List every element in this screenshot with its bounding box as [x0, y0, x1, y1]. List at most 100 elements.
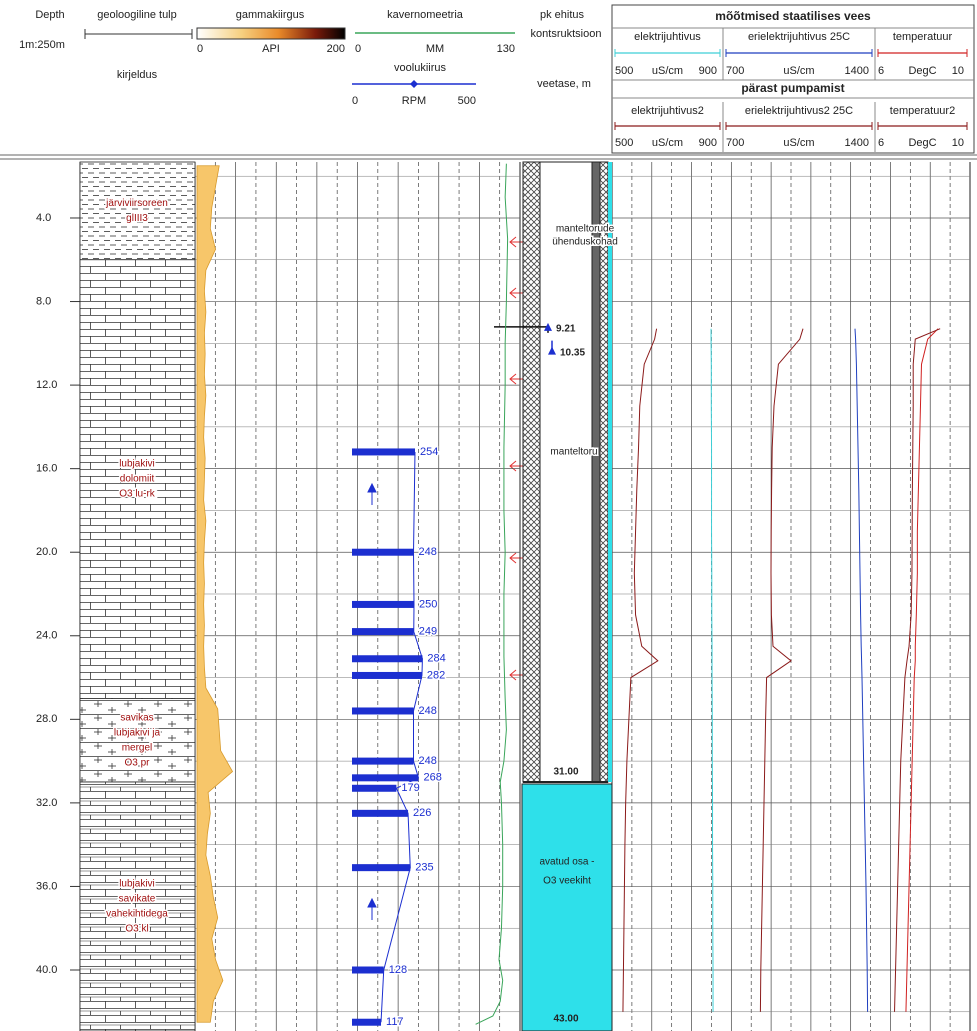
lithology-label: O3 kl — [125, 924, 148, 935]
construction-note: O3 veekiht — [543, 876, 591, 887]
scale-unit: DegC — [908, 65, 936, 77]
flow-bar — [352, 671, 422, 679]
lithology-label: glIII3 — [126, 213, 148, 224]
water-level-label: 10.35 — [560, 347, 585, 358]
caliper-title: kavernomeetria — [387, 9, 464, 21]
joint-arrow — [509, 460, 524, 472]
scale-tick-label: 6 — [878, 65, 884, 77]
gamma-tick-label: 200 — [327, 43, 345, 55]
scale-unit: uS/cm — [652, 137, 683, 149]
legend-entry: erielektrijuhtivus 25C — [748, 31, 850, 43]
gamma-title: gammakiirgus — [236, 9, 305, 21]
measurement-curve — [854, 328, 869, 1012]
flow-bar — [352, 864, 411, 872]
lithology-label: dolomiit — [120, 474, 155, 485]
y-tick-label: 16.0 — [36, 463, 57, 475]
scale-tick-label: 900 — [699, 137, 717, 149]
flow-bar — [352, 1018, 382, 1026]
y-tick-label: 36.0 — [36, 880, 57, 892]
lithology-label: lubjakivi — [119, 459, 155, 470]
joint-arrow — [509, 287, 524, 299]
measurement-curve — [905, 328, 939, 1012]
labels: manteltorude ühenduskohad manteltoru ava… — [36, 9, 968, 1030]
flow-bar — [352, 784, 397, 792]
open-hole — [521, 783, 613, 1031]
legend-entry: elektrijuhtivus2 — [631, 105, 704, 117]
joint-arrow — [509, 373, 524, 385]
lithology-label: lubjakivi ja — [114, 727, 161, 738]
y-tick-label: 24.0 — [36, 630, 57, 642]
gamma-color-bar — [196, 27, 346, 40]
y-tick-label: 28.0 — [36, 713, 57, 725]
lithology-title: geoloogiline tulp — [97, 9, 177, 21]
water-level-marker — [548, 346, 556, 355]
measurement-curve — [622, 328, 659, 1012]
construction-title: pk ehitus — [540, 9, 585, 21]
flow-value-label: 128 — [389, 964, 407, 976]
data — [79, 161, 941, 1031]
caliper-line — [475, 163, 509, 1025]
scale-unit: uS/cm — [783, 65, 814, 77]
lithology-label: lubjakivi — [119, 879, 155, 890]
lithology-label: mergel — [122, 742, 153, 753]
joint-arrow — [509, 669, 524, 681]
scale-tick-label: 10 — [952, 137, 964, 149]
flow-value-label: 235 — [415, 862, 433, 874]
lithology-layer — [79, 259, 196, 699]
scale-tick-label: 10 — [952, 65, 964, 77]
flow-value-label: 248 — [419, 546, 437, 558]
flow-tick-label: 0 — [352, 95, 358, 107]
flow-bar — [352, 600, 414, 608]
lithology-label: O3 lu-rk — [119, 489, 156, 500]
caliper-tick-label: 130 — [497, 43, 515, 55]
scale-note: 1m:250m — [19, 39, 65, 51]
flow-value-label: 248 — [419, 705, 437, 717]
y-tick-label: 12.0 — [36, 379, 57, 391]
flow-value-label: 248 — [419, 755, 437, 767]
flow-value-label: 226 — [413, 807, 431, 819]
y-tick-label: 40.0 — [36, 964, 57, 976]
legend-entry: temperatuur2 — [890, 105, 955, 117]
scale-unit: uS/cm — [652, 65, 683, 77]
flow-bar — [352, 628, 414, 636]
lithology-layer — [79, 698, 196, 783]
flow-value-label: 249 — [419, 626, 437, 638]
casing-wall — [591, 161, 601, 783]
lithology-label: savikas — [120, 712, 153, 723]
measurement-curve — [710, 328, 714, 1012]
flow-value-label: 179 — [401, 782, 419, 794]
scale-tick-label: 1400 — [845, 137, 869, 149]
caliper-unit: MM — [426, 43, 444, 55]
scale-tick-label: 500 — [615, 65, 633, 77]
flow-arrow-head — [367, 897, 377, 908]
flow-bar — [352, 774, 419, 782]
lithology-label: O3 pr — [124, 757, 150, 768]
flow-bar — [352, 707, 414, 715]
construction-note: ühenduskohad — [552, 237, 618, 248]
water-level-title: veetase, m — [537, 78, 591, 90]
lithology-label: järviviirsoreen — [105, 198, 168, 209]
measurement-curve — [759, 328, 804, 1012]
flow-bar — [352, 809, 409, 817]
y-tick-label: 32.0 — [36, 797, 57, 809]
construction-note: manteltoru — [550, 447, 597, 458]
gamma-unit: API — [262, 43, 280, 55]
hole-bottom-label: 43.00 — [553, 1014, 578, 1025]
flow-bar — [352, 966, 384, 974]
legend-entry: erielektrijuhtivus2 25C — [745, 105, 853, 117]
y-tick-label: 4.0 — [36, 212, 51, 224]
scale-unit: uS/cm — [783, 137, 814, 149]
measurement-group-title: pärast pumpamist — [741, 81, 844, 95]
measurement-curve — [894, 328, 941, 1012]
flow-value-label: 284 — [427, 653, 445, 665]
flow-direction — [367, 482, 377, 920]
flow-header-diamond — [410, 80, 418, 88]
flow-unit: RPM — [402, 95, 426, 107]
construction-note: avatud osa - — [539, 857, 594, 868]
casing-wall — [599, 161, 609, 783]
flow-bar — [352, 655, 423, 663]
gamma-tick-label: 0 — [197, 43, 203, 55]
lithology-label: vahekihtidega — [106, 909, 168, 920]
flow-arrow-head — [367, 482, 377, 493]
